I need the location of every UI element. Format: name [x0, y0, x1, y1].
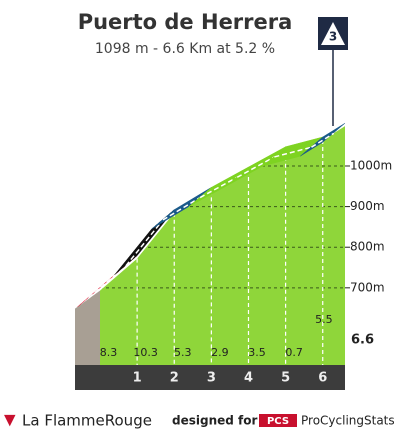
designed-for: designed for — [172, 414, 257, 428]
gradient-segment — [300, 122, 346, 157]
y-tick-label: 800m — [350, 240, 385, 254]
x-tick-label: 6.6 — [351, 333, 374, 348]
pcs-logo — [259, 414, 297, 427]
y-tick-label: 900m — [350, 199, 385, 213]
profile-area — [100, 126, 345, 365]
x-tick-label: 6 — [318, 371, 327, 386]
segment-dash — [88, 265, 127, 299]
segment-dash — [162, 196, 201, 221]
chart-title: Puerto de Herrera — [78, 10, 293, 34]
x-tick-label: 2 — [170, 371, 179, 386]
pcs-logo-text: PCS — [267, 416, 289, 427]
x-tick-label: 5 — [281, 371, 290, 386]
base-band — [75, 365, 345, 390]
gradient-label: 5.3 — [174, 346, 192, 359]
x-tick-label: 4 — [244, 371, 253, 386]
gradient-label: 0.7 — [285, 346, 303, 359]
gradient-label: 8.3 — [100, 346, 118, 359]
brand-icon: ▼ — [4, 411, 16, 429]
segment-dash — [274, 146, 312, 158]
gradient-label: 2.9 — [211, 346, 229, 359]
pcs-name: ProCyclingStats — [301, 414, 395, 428]
y-tick-label: 700m — [350, 280, 385, 294]
segment-dash — [199, 176, 238, 199]
category-label: 3 — [329, 30, 337, 44]
segment-dash — [236, 156, 275, 178]
category-triangle — [321, 22, 345, 45]
gradient-label: 5.5 — [315, 313, 333, 326]
segment-dash — [311, 132, 335, 148]
gradient-label: 10.3 — [133, 346, 158, 359]
plot: 8.3 10.3 5.3 2.9 3.5 0.7 5.5 1 2 3 4 5 6 6.6 700m 800m 9… — [75, 122, 392, 390]
x-tick-label: 3 — [207, 371, 216, 386]
chart-subtitle: 1098 m - 6.6 Km at 5.2 % — [95, 41, 275, 57]
segment-dash — [125, 219, 164, 267]
x-tick-label: 1 — [133, 371, 142, 386]
y-tick-label: 1000m — [350, 158, 392, 172]
gradient-label: 3.5 — [248, 346, 266, 359]
brand: La FlammeRouge — [22, 412, 152, 430]
side-face — [75, 290, 100, 365]
